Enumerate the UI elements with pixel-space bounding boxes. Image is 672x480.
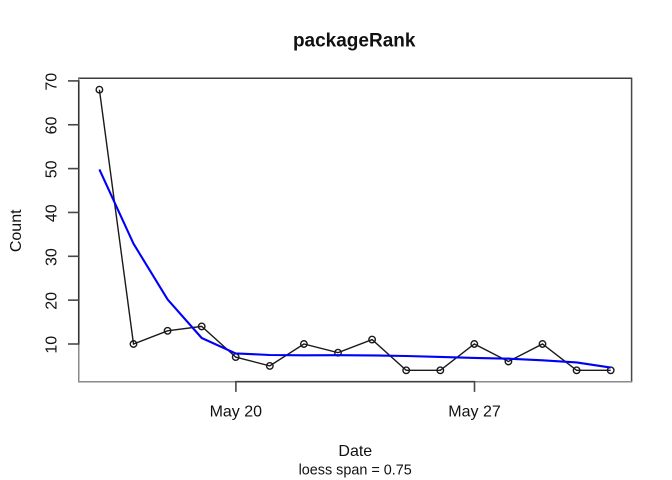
svg-text:Date: Date — [338, 443, 372, 460]
svg-text:30: 30 — [43, 248, 60, 266]
svg-text:70: 70 — [43, 73, 60, 91]
svg-text:20: 20 — [43, 292, 60, 310]
svg-text:loess span = 0.75: loess span = 0.75 — [299, 463, 412, 479]
svg-text:50: 50 — [43, 160, 60, 178]
svg-text:40: 40 — [43, 204, 60, 222]
svg-text:Count: Count — [8, 209, 25, 252]
svg-text:10: 10 — [43, 336, 60, 354]
svg-text:packageRank: packageRank — [293, 31, 416, 52]
svg-text:May 20: May 20 — [210, 404, 263, 421]
svg-text:60: 60 — [43, 117, 60, 135]
svg-text:May 27: May 27 — [448, 404, 501, 421]
